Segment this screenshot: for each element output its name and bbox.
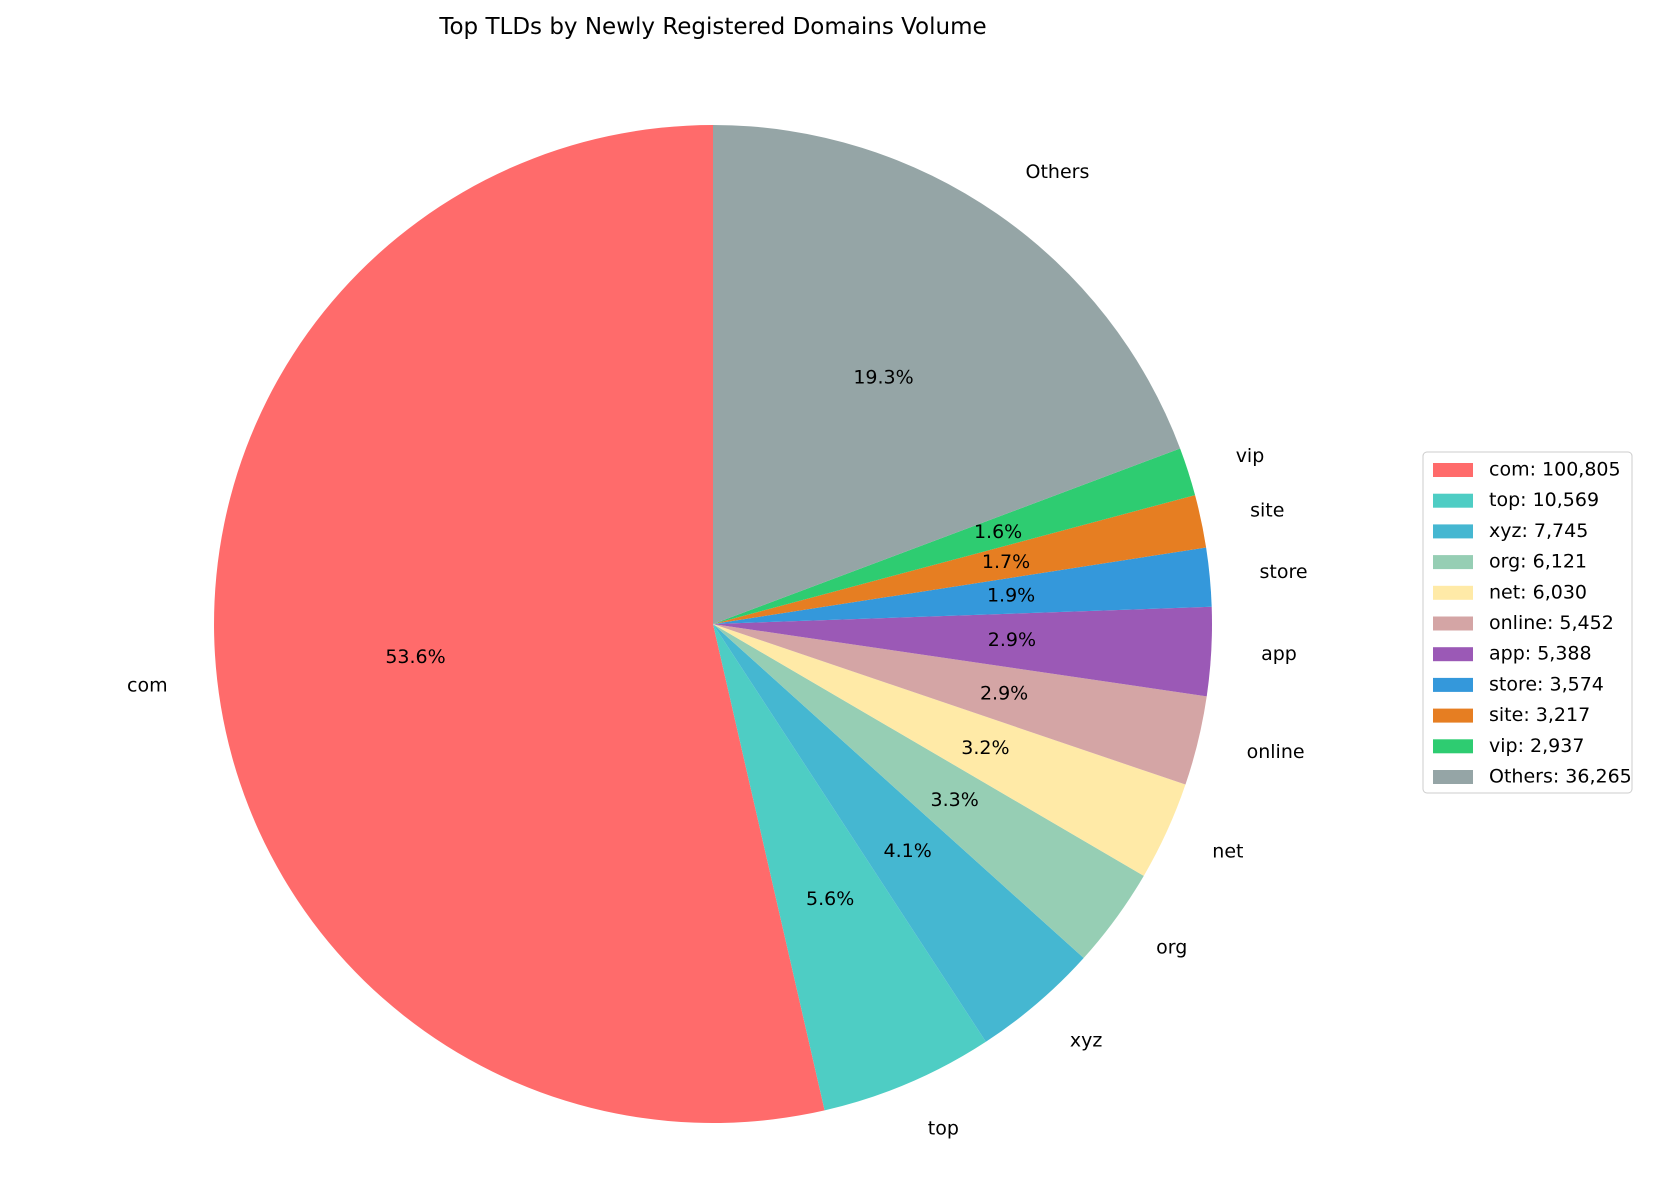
legend-swatch-org — [1433, 555, 1473, 570]
legend-swatch-others — [1433, 770, 1473, 784]
slice-label-org: org — [1156, 936, 1187, 958]
pie-slice-others — [713, 125, 1181, 624]
slice-label-net: net — [1212, 841, 1243, 863]
pie-slice-vip — [713, 448, 1196, 624]
legend-entry-com: com: 100,805 — [1489, 459, 1621, 481]
slice-label-vip: vip — [1236, 445, 1265, 467]
legend-swatch-vip — [1433, 739, 1473, 754]
legend-entry-app: app: 5,388 — [1489, 643, 1592, 665]
legend-swatch-net — [1433, 585, 1473, 600]
legend-swatch-com — [1433, 463, 1473, 477]
pie-slice-com — [214, 125, 825, 1124]
legend-entry-others: Others: 36,265 — [1489, 766, 1632, 788]
percent-label-net: 3.2% — [961, 737, 1009, 759]
legend-swatch-app — [1433, 647, 1473, 662]
pie-slice-xyz — [713, 624, 1084, 1042]
percent-label-app: 2.9% — [988, 629, 1036, 651]
legend-entry-vip: vip: 2,937 — [1489, 735, 1584, 757]
pie-slice-store — [713, 547, 1212, 624]
legend-swatch-online — [1433, 616, 1473, 631]
legend-swatch-top — [1433, 493, 1473, 508]
pie-slice-org — [713, 624, 1144, 959]
legend: com: 100,805 top: 10,569 xyz: 7,745 org: 6,… — [1422, 451, 1633, 794]
slice-label-site: site — [1250, 499, 1284, 521]
legend-entry-site: site: 3,217 — [1489, 704, 1590, 726]
legend-entry-online: online: 5,452 — [1489, 612, 1614, 634]
slice-label-store: store — [1260, 561, 1308, 583]
percent-label-top: 5.6% — [806, 888, 854, 910]
legend-entry-top: top: 10,569 — [1489, 489, 1599, 511]
chart-title: Top TLDs by Newly Registered Domains Vol… — [438, 14, 986, 40]
pie-slice-online — [713, 624, 1207, 785]
legend-entry-net: net: 6,030 — [1489, 581, 1587, 603]
slice-labels: com top xyz org net online app store site vip Othe… — [127, 161, 1308, 1139]
legend-frame — [1422, 451, 1633, 794]
legend-swatch-xyz — [1433, 524, 1473, 539]
percent-label-vip: 1.6% — [974, 521, 1022, 543]
pie-slice-app — [713, 606, 1212, 697]
slice-label-com: com — [127, 674, 168, 696]
slice-label-app: app — [1261, 643, 1297, 665]
pie-slice-top — [713, 624, 986, 1111]
percent-label-xyz: 4.1% — [884, 840, 932, 862]
percent-labels: 53.6% 5.6% 4.1% 3.3% 3.2% 2.9% 2.9% 1.9% 1.7% 1.6… — [385, 366, 1036, 910]
percent-label-online: 2.9% — [980, 683, 1028, 705]
legend-swatch-site — [1433, 708, 1473, 723]
pie-slice-site — [713, 495, 1207, 624]
slice-label-online: online — [1247, 741, 1305, 763]
legend-entry-xyz: xyz: 7,745 — [1489, 520, 1588, 542]
percent-label-org: 3.3% — [931, 789, 979, 811]
slice-label-top: top — [928, 1118, 959, 1140]
legend-entry-org: org: 6,121 — [1489, 551, 1587, 573]
pie-slice-net — [713, 624, 1186, 876]
slice-label-others: Others — [1026, 161, 1090, 183]
percent-label-others: 19.3% — [853, 366, 913, 388]
percent-label-com: 53.6% — [385, 646, 445, 668]
legend-entry-store: store: 3,574 — [1489, 673, 1604, 695]
legend-swatch-store — [1433, 677, 1473, 692]
percent-label-store: 1.9% — [987, 584, 1035, 606]
pie-slices — [214, 125, 1212, 1124]
slice-label-xyz: xyz — [1070, 1030, 1102, 1052]
percent-label-site: 1.7% — [982, 551, 1030, 573]
